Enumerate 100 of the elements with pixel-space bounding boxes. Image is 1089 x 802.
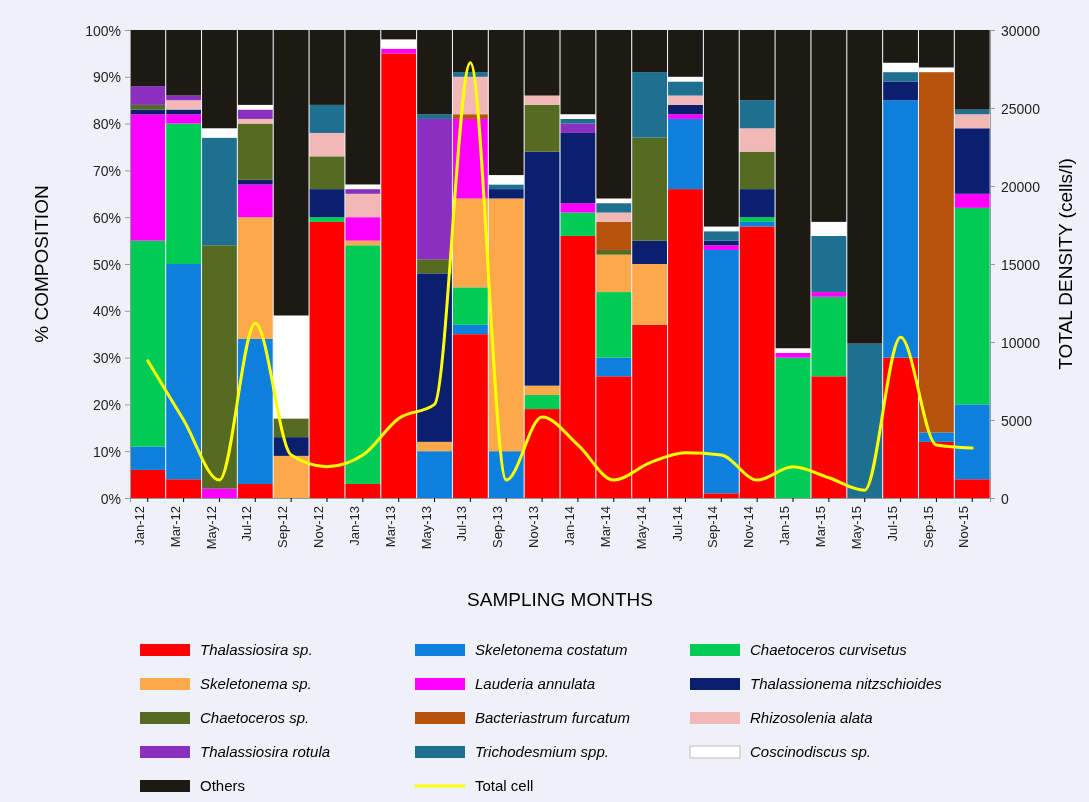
y2-tick-label: 0 [1001, 490, 1009, 507]
bar [632, 137, 668, 241]
bar [273, 418, 309, 438]
bar [524, 104, 560, 152]
bar [417, 441, 452, 452]
bar [847, 343, 883, 498]
bar [417, 259, 452, 274]
bar [560, 132, 596, 204]
bar [811, 221, 847, 236]
bar [775, 352, 811, 358]
legend-label: Thalassiosira sp. [200, 641, 313, 658]
bar [668, 95, 703, 105]
bar [345, 184, 381, 190]
bar [811, 235, 847, 293]
bar [273, 315, 309, 419]
y-tick-label: 80% [92, 116, 121, 133]
bar [596, 249, 632, 255]
bar [202, 245, 237, 489]
bar [237, 184, 273, 218]
x-tick-label: Jul-12 [239, 506, 255, 542]
line-series [146, 61, 974, 492]
x-tick-label: Jan-13 [346, 506, 362, 546]
bar [237, 483, 273, 498]
bar [202, 128, 237, 138]
legend-label: Total cell [475, 777, 534, 794]
bar [381, 39, 417, 49]
bar [668, 114, 703, 119]
y-axis-title: % COMPOSITION [31, 185, 52, 343]
bar [452, 287, 488, 325]
bar [237, 118, 273, 124]
bar [130, 104, 166, 110]
bar [345, 189, 381, 194]
x-tick-label: Mar-14 [597, 506, 613, 548]
y-tick-label: 40% [92, 303, 121, 320]
y-tick-label: 0% [100, 490, 121, 507]
bar [739, 217, 775, 222]
bar [596, 221, 632, 250]
bar [883, 100, 918, 358]
bar [703, 231, 739, 241]
bar [452, 334, 488, 498]
bar [417, 114, 452, 119]
y2-axis-title: TOTAL DENSITY (cells/l) [1055, 158, 1076, 370]
bar [632, 240, 668, 264]
bar [919, 72, 954, 433]
bar [703, 249, 739, 494]
bar [739, 189, 775, 218]
bar [560, 203, 596, 213]
x-axis-title: SAMPLING MONTHS [467, 589, 653, 610]
x-tick-label: Nov-15 [956, 506, 972, 548]
x-tick-label: May-13 [418, 506, 434, 550]
bar [811, 376, 847, 498]
y-tick-label: 10% [92, 443, 121, 460]
bar [739, 100, 775, 129]
bar [954, 128, 990, 194]
x-tick-label: Sep-13 [490, 506, 506, 548]
bar [237, 338, 273, 484]
legend-label: Chaetoceros sp. [200, 709, 310, 726]
x-tick-label: May-12 [203, 506, 219, 550]
legend-label: Bacteriastrum furcatum [475, 709, 631, 726]
y-tick-label: 20% [92, 396, 121, 413]
y-tick-label: 50% [92, 256, 121, 273]
y2-tick-label: 30000 [1001, 22, 1041, 39]
x-tick-label: Jul-13 [454, 506, 470, 542]
bar [596, 198, 632, 204]
legend-label: Chaetoceros curvisetus [750, 641, 908, 658]
x-tick-label: Jul-15 [884, 506, 900, 542]
bar [811, 292, 847, 297]
y2-tick-label: 10000 [1001, 334, 1041, 351]
bar [954, 193, 990, 208]
bar [524, 395, 560, 410]
legend-label: Rhizosolenia alata [750, 709, 873, 726]
bar [524, 95, 560, 105]
bar [237, 123, 273, 180]
bar [202, 137, 237, 246]
bar [345, 217, 381, 241]
bar [273, 455, 309, 498]
bar [309, 217, 345, 222]
legend-label: Coscinodiscus sp. [750, 743, 871, 760]
y2-tick-label: 20000 [1001, 178, 1041, 195]
bar [309, 104, 345, 133]
bar [596, 292, 632, 358]
bar [452, 324, 488, 335]
bar [775, 348, 811, 353]
x-tick-label: Nov-14 [741, 506, 757, 548]
bar [560, 114, 596, 119]
y-tick-label: 70% [92, 162, 121, 179]
y-tick-label: 60% [92, 209, 121, 226]
bar [488, 184, 524, 190]
bar [524, 409, 560, 498]
bar [417, 451, 452, 498]
y-tick-label: 100% [85, 22, 121, 39]
bar [883, 72, 918, 82]
bar [417, 273, 452, 442]
bar [560, 212, 596, 236]
bar [273, 437, 309, 456]
legend-label: Lauderia annulata [475, 675, 596, 692]
bar [668, 104, 703, 115]
y-tick-label: 30% [92, 350, 121, 367]
bar [954, 114, 990, 129]
y2-tick-label: 15000 [1001, 256, 1041, 273]
